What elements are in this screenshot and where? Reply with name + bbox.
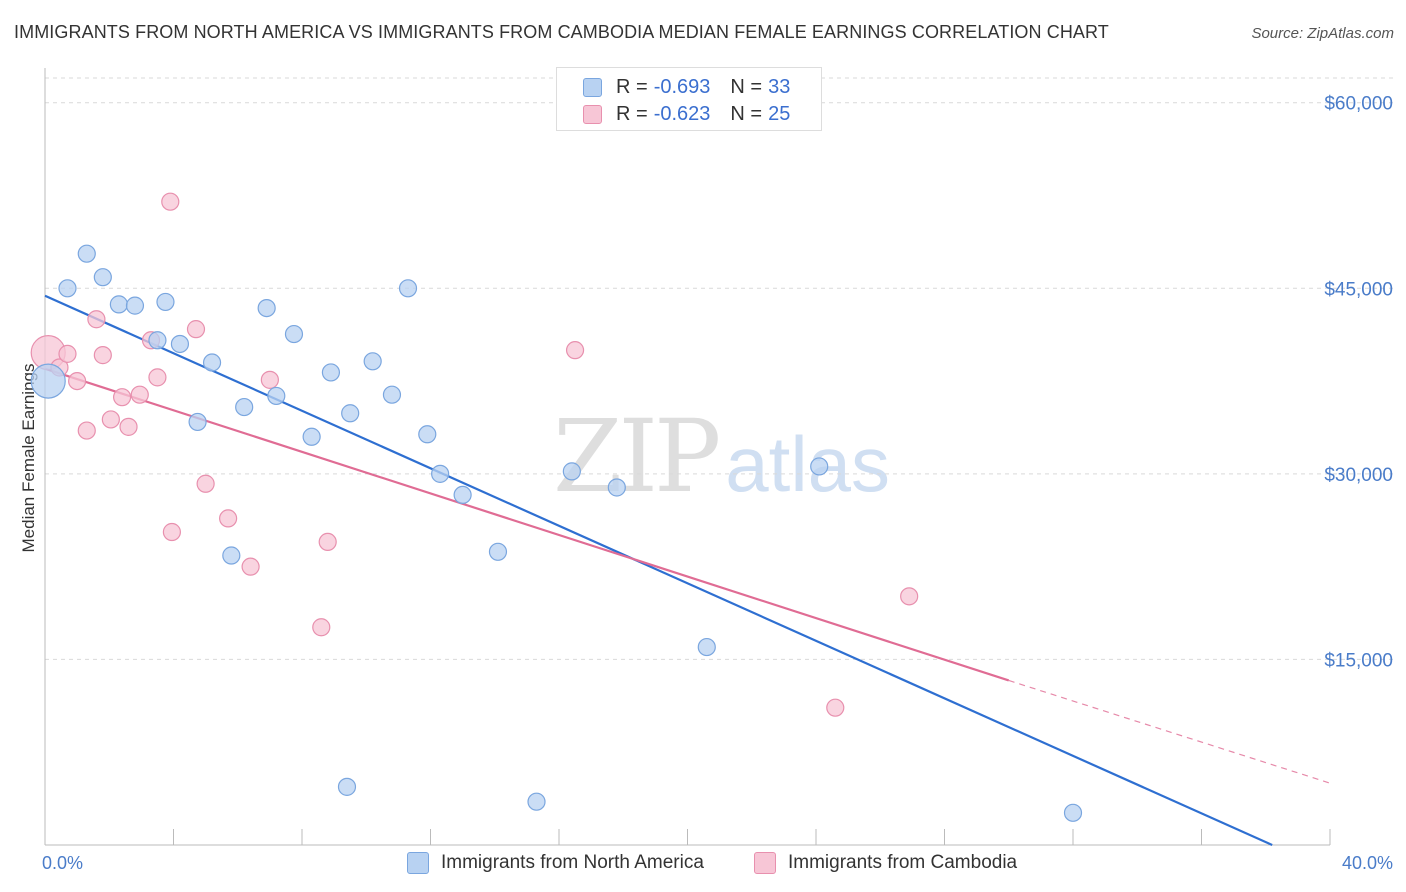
data-point-north-america <box>363 352 382 371</box>
data-point-north-america <box>321 363 341 382</box>
series-legend-cambodia: Immigrants from Cambodia <box>754 852 1017 874</box>
data-point-north-america <box>222 546 241 565</box>
data-points <box>30 192 1083 822</box>
data-point-cambodia <box>318 532 337 552</box>
data-point-north-america <box>267 386 286 406</box>
x-tick-label: 0.0% <box>42 853 83 873</box>
watermark-atlas: atlas <box>725 420 891 508</box>
data-point-cambodia <box>101 410 120 429</box>
data-point-north-america <box>398 279 418 298</box>
chart-title: IMMIGRANTS FROM NORTH AMERICA VS IMMIGRA… <box>14 22 1109 42</box>
data-point-north-america <box>607 478 626 497</box>
legend-swatch-north-america <box>583 77 602 97</box>
data-point-north-america <box>431 464 450 483</box>
data-point-north-america <box>109 295 128 314</box>
legend-r-label: R = <box>616 102 648 125</box>
legend-r-value: -0.623 <box>653 102 711 125</box>
legend-r-label: R = <box>616 75 648 98</box>
data-point-cambodia <box>196 474 215 493</box>
data-point-north-america <box>125 296 145 315</box>
data-point-cambodia <box>312 618 331 637</box>
legend-n-label: N = <box>730 102 763 125</box>
data-point-north-america <box>93 268 112 287</box>
y-tick-label: $45,000 <box>1324 279 1393 300</box>
data-point-cambodia <box>68 371 87 391</box>
data-point-cambodia <box>900 587 919 606</box>
data-point-north-america <box>341 404 360 423</box>
data-point-north-america <box>562 462 581 481</box>
data-point-north-america <box>170 334 190 354</box>
data-point-north-america <box>156 292 175 312</box>
trendline-cambodia <box>44 367 1010 682</box>
data-point-north-america <box>58 279 77 298</box>
x-tick-label: 40.0% <box>1342 853 1393 873</box>
data-point-cambodia <box>58 344 77 363</box>
series-swatch-north-america <box>407 852 429 874</box>
data-point-cambodia <box>93 346 112 365</box>
data-point-north-america <box>382 385 402 404</box>
data-point-north-america <box>202 353 222 372</box>
series-legend-north-america: Immigrants from North America <box>407 852 704 874</box>
data-point-cambodia <box>77 421 96 440</box>
data-point-north-america <box>810 457 829 476</box>
trendline-north-america <box>44 294 1273 847</box>
data-point-cambodia <box>119 417 138 436</box>
data-point-cambodia <box>130 385 149 404</box>
legend-r-value: -0.693 <box>653 75 711 98</box>
data-point-north-america <box>488 542 508 561</box>
data-point-north-america <box>235 397 254 417</box>
tick-labels: $15,000 $30,000 $45,000 $60,000 0.0% 40.0% <box>42 94 1393 873</box>
data-point-north-america <box>30 363 66 399</box>
legend-n-label: N = <box>730 75 763 98</box>
legend-row-north-america: R = -0.693 N = 33 <box>583 73 790 101</box>
data-point-north-america <box>284 324 304 344</box>
series-swatch-cambodia <box>754 852 776 874</box>
legend-n-value: 25 <box>768 102 791 125</box>
data-point-cambodia <box>826 698 845 717</box>
watermark: ZIP atlas <box>553 398 890 515</box>
data-point-cambodia <box>565 341 585 360</box>
legend-n-value: 33 <box>768 75 791 98</box>
data-point-north-america <box>188 412 207 432</box>
data-point-cambodia <box>148 368 167 387</box>
data-point-north-america <box>337 777 357 796</box>
series-label-north-america: Immigrants from North America <box>441 852 704 873</box>
data-point-north-america <box>418 425 437 444</box>
data-point-north-america <box>527 792 546 811</box>
data-point-north-america <box>302 427 321 446</box>
watermark-zip: ZIP <box>553 398 721 515</box>
data-point-cambodia <box>162 522 181 542</box>
legend-swatch-cambodia <box>583 104 602 124</box>
data-point-north-america <box>257 299 276 318</box>
source-label: Source: ZipAtlas.com <box>1251 25 1394 42</box>
data-point-north-america <box>148 331 167 350</box>
data-point-cambodia <box>241 557 260 576</box>
data-point-cambodia <box>186 320 206 339</box>
data-point-cambodia <box>219 509 238 528</box>
y-tick-label: $15,000 <box>1324 650 1393 671</box>
y-tick-label: $30,000 <box>1324 465 1393 486</box>
data-point-cambodia <box>260 370 279 389</box>
correlation-legend: R = -0.693 N = 33 R = -0.623 N = 25 <box>556 67 822 131</box>
data-point-north-america <box>1063 803 1083 822</box>
data-point-cambodia <box>87 310 106 329</box>
data-point-north-america <box>453 485 472 505</box>
y-tick-label: $60,000 <box>1324 94 1393 115</box>
data-point-cambodia <box>112 388 132 407</box>
legend-row-cambodia: R = -0.623 N = 25 <box>583 100 790 128</box>
data-point-north-america <box>697 637 716 657</box>
trendlines <box>44 294 1331 847</box>
axes <box>44 68 1331 846</box>
series-label-cambodia: Immigrants from Cambodia <box>788 852 1018 873</box>
data-point-north-america <box>77 244 96 263</box>
data-point-cambodia <box>161 192 180 211</box>
trendline-cambodia-extension <box>1008 679 1331 784</box>
